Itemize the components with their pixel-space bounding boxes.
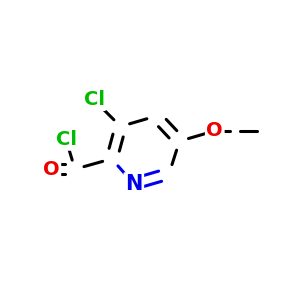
Text: N: N xyxy=(125,174,142,194)
Text: O: O xyxy=(206,122,223,140)
Text: Cl: Cl xyxy=(84,90,105,110)
Text: O: O xyxy=(43,160,60,178)
Text: Cl: Cl xyxy=(56,130,76,149)
